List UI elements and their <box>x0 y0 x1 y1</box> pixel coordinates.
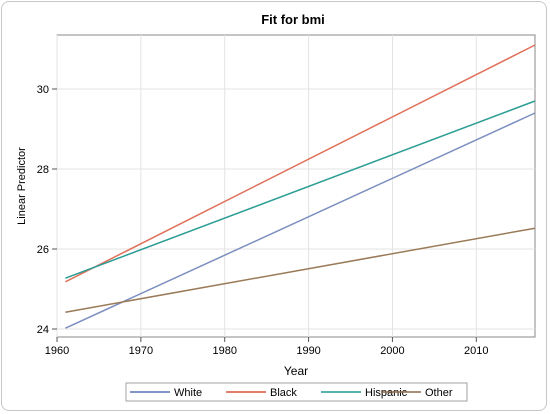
legend-items: White Black Hispanic Other <box>130 387 453 399</box>
x-tick-label: 1980 <box>212 345 236 357</box>
legend-label-white: White <box>174 387 202 399</box>
legend: White Black Hispanic Other <box>125 382 468 402</box>
series-line-hispanic <box>65 100 536 279</box>
series-line-white <box>65 112 536 329</box>
y-tick-label: 28 <box>37 164 49 176</box>
y-tick-label: 26 <box>37 244 49 256</box>
grid-lines <box>56 35 535 337</box>
plot-border <box>56 34 536 338</box>
axes: 1960 1970 1980 1990 2000 2010 24 26 28 30 <box>37 84 489 357</box>
x-tick-label: 1970 <box>129 345 153 357</box>
legend-label-hispanic: Hispanic <box>365 387 408 399</box>
y-axis-label: Linear Predictor <box>16 147 28 225</box>
x-axis-label: Year <box>284 364 308 378</box>
x-tick-label: 2000 <box>380 345 404 357</box>
x-tick-label: 2010 <box>464 345 488 357</box>
series-line-other <box>65 227 536 313</box>
y-tick-label: 24 <box>37 324 49 336</box>
series-lines <box>65 44 536 329</box>
x-tick-label: 1990 <box>296 345 320 357</box>
x-tick-label: 1960 <box>45 345 69 357</box>
legend-label-other: Other <box>425 387 453 399</box>
y-tick-label: 30 <box>37 84 49 96</box>
series-line-black <box>65 44 536 283</box>
plot-area <box>56 34 536 338</box>
legend-box <box>125 382 468 402</box>
legend-label-black: Black <box>270 387 297 399</box>
chart-title: Fit for bmi <box>261 12 325 27</box>
